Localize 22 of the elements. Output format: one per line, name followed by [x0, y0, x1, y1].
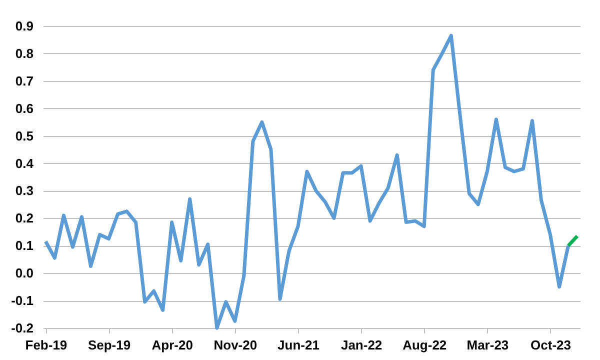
- y-tick-label: -0.1: [11, 293, 34, 308]
- x-tick-label: Jun-21: [278, 338, 320, 352]
- y-tick-label: -0.2: [11, 320, 34, 336]
- y-tick-label: 0.5: [15, 128, 34, 144]
- y-tick-label: 0.6: [15, 100, 34, 116]
- x-tick-label: Jan-22: [340, 338, 382, 352]
- x-tick-label: Feb-19: [25, 338, 68, 352]
- y-tick-label: 0.2: [15, 210, 34, 226]
- x-tick-label: Aug-22: [402, 338, 447, 352]
- y-tick-label: 0.4: [15, 156, 34, 171]
- y-tick-label: 0.9: [15, 18, 34, 34]
- x-tick-label: Nov-20: [214, 338, 258, 352]
- y-tick-label: 0.3: [15, 183, 34, 198]
- x-tick-label: Mar-23: [466, 338, 509, 352]
- y-tick-label: 0.0: [15, 266, 34, 281]
- y-tick-label: 0.1: [15, 238, 34, 254]
- y-tick-label: 0.8: [15, 46, 34, 61]
- x-tick-label: Sep-19: [88, 338, 131, 352]
- x-tick-label: Apr-20: [152, 338, 193, 352]
- line-series: [44, 34, 570, 330]
- x-tick-label: Oct-23: [530, 338, 571, 352]
- y-tick-label: 0.7: [15, 73, 34, 88]
